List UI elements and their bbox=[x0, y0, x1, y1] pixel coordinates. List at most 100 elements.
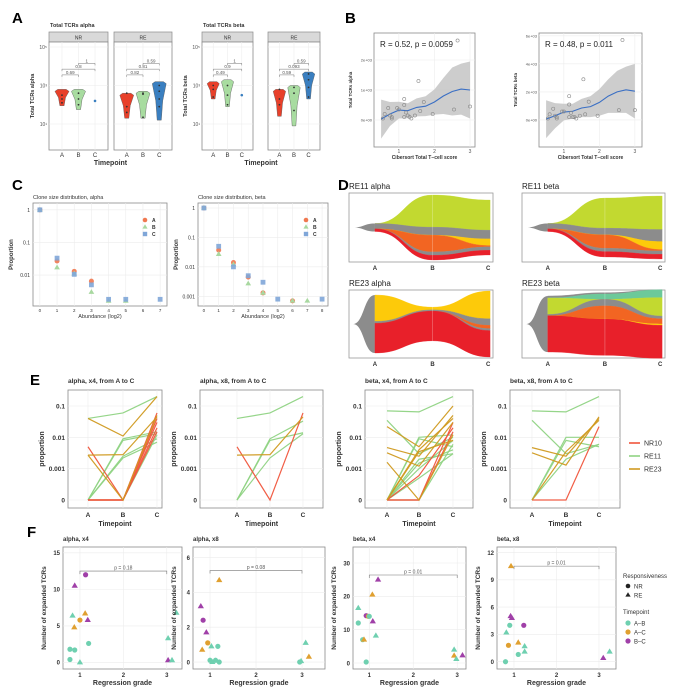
x-axis-label: Timepoint bbox=[245, 521, 279, 528]
data-point bbox=[142, 116, 144, 119]
legend-title: Timepoint bbox=[623, 610, 649, 616]
y-tick-label: 0 bbox=[193, 498, 197, 505]
y-tick-label: 0 bbox=[503, 498, 507, 505]
point-NR bbox=[363, 659, 369, 665]
x-tick-label: B bbox=[141, 153, 145, 159]
x-tick-label: 1 bbox=[217, 308, 220, 313]
x-tick-label: A bbox=[211, 153, 215, 159]
y-axis-label: proportion bbox=[481, 431, 488, 466]
significance-bracket bbox=[126, 74, 144, 77]
data-point bbox=[560, 109, 564, 114]
x-tick-label: 3 bbox=[456, 673, 460, 679]
point-RE bbox=[71, 624, 78, 630]
trajectory-NR10 bbox=[236, 412, 304, 502]
legend-label: C bbox=[152, 232, 156, 238]
clone-stream-wedge bbox=[526, 295, 548, 353]
x-tick-label: A bbox=[385, 512, 390, 519]
y-tick-label: 0 bbox=[347, 661, 351, 667]
p-value-label: p = 0.08 bbox=[247, 565, 265, 571]
significance-bracket bbox=[368, 574, 458, 578]
x-axis-label: Regression grade bbox=[527, 680, 586, 687]
violin-A bbox=[119, 92, 134, 119]
significance-bracket bbox=[279, 74, 295, 77]
point-NR bbox=[502, 659, 509, 665]
p-value-label: 1 bbox=[233, 58, 236, 63]
data-point bbox=[240, 93, 244, 97]
x-tick-label: 3 bbox=[247, 308, 250, 313]
y-tick-label: 6e+03 bbox=[526, 33, 538, 38]
x-tick-label: 3 bbox=[597, 673, 601, 679]
data-point bbox=[430, 112, 435, 116]
y-tick-label: 1e+03 bbox=[361, 88, 373, 93]
data-point bbox=[61, 98, 63, 100]
data-point bbox=[386, 106, 391, 110]
x-tick-label: B bbox=[121, 512, 126, 519]
data-point bbox=[293, 86, 295, 89]
data-point bbox=[226, 103, 229, 106]
chart-title: beta, x4, from A to C bbox=[365, 378, 428, 385]
point-RE bbox=[369, 591, 376, 597]
y-tick-label: 0.001 bbox=[182, 294, 195, 300]
legend-marker-A–C bbox=[625, 629, 631, 635]
point-RE bbox=[515, 639, 522, 645]
point-NR bbox=[355, 620, 361, 626]
x-tick-label: B bbox=[603, 362, 608, 368]
x-tick-label: 1 bbox=[398, 149, 401, 155]
point-A bbox=[216, 247, 222, 253]
x-tick-label: 1 bbox=[56, 308, 59, 313]
y-tick-label: 0.1 bbox=[353, 404, 362, 411]
legend-label: RE23 bbox=[644, 467, 662, 474]
x-axis-label: Abundance (log2) bbox=[78, 314, 122, 320]
x-tick-label: 2 bbox=[598, 149, 601, 155]
data-point bbox=[226, 84, 229, 87]
x-tick-label: A bbox=[530, 512, 535, 519]
y-tick-label: 0.01 bbox=[52, 435, 65, 442]
x-axis-label: Cibersort Total T−cell score bbox=[558, 155, 624, 161]
point-RE bbox=[450, 646, 458, 652]
legend-marker-A bbox=[142, 217, 148, 223]
legend-label: B bbox=[313, 225, 317, 231]
violin-B bbox=[287, 85, 301, 127]
data-point bbox=[158, 98, 161, 100]
smooth-line bbox=[380, 88, 471, 120]
x-tick-label: C bbox=[155, 512, 160, 519]
significance-bracket bbox=[79, 570, 168, 575]
point-C bbox=[275, 296, 281, 302]
chart-title: RE11 beta bbox=[522, 182, 560, 191]
chart-title: alpha, x4 bbox=[63, 537, 89, 543]
y-tick-label: 0 bbox=[491, 660, 495, 666]
y-tick-label: 0.1 bbox=[56, 404, 65, 411]
legend-marker-C bbox=[303, 231, 309, 237]
data-point bbox=[577, 113, 582, 118]
legend-marker-B–C bbox=[625, 638, 631, 644]
y-tick-label: 0.01 bbox=[185, 265, 195, 271]
legend-label: A–C bbox=[634, 630, 646, 636]
y-tick-label: 0.001 bbox=[491, 466, 508, 473]
y-tick-label: 0.001 bbox=[346, 466, 363, 473]
data-point bbox=[389, 115, 394, 119]
x-axis-label: Timepoint bbox=[244, 160, 278, 167]
y-tick-label: 2e+03 bbox=[526, 89, 538, 94]
point-RE bbox=[508, 614, 516, 620]
x-tick-label: 2 bbox=[433, 149, 436, 155]
data-point bbox=[158, 90, 161, 93]
legend-label: NR bbox=[634, 585, 643, 591]
y-tick-label: 6 bbox=[187, 556, 191, 562]
data-point bbox=[293, 109, 295, 112]
data-point bbox=[569, 111, 573, 115]
p-value-label: 0.69 bbox=[66, 70, 75, 75]
significance-bracket bbox=[513, 565, 600, 570]
significance-bracket bbox=[293, 63, 309, 66]
chart-title: RE11 alpha bbox=[349, 182, 391, 191]
y-tick-label: 1 bbox=[192, 206, 195, 212]
point-RE bbox=[606, 648, 613, 654]
point-C bbox=[54, 255, 60, 261]
chart-title: Total TCRs alpha bbox=[50, 23, 95, 29]
y-axis-label: Number of expanded TCRs bbox=[41, 566, 48, 650]
y-tick-label: 0e+00 bbox=[361, 118, 373, 123]
data-point bbox=[452, 107, 456, 112]
y-axis-label: Proportion bbox=[174, 239, 180, 270]
point-B bbox=[304, 297, 311, 303]
data-point bbox=[278, 88, 281, 91]
x-tick-label: 6 bbox=[291, 308, 294, 313]
